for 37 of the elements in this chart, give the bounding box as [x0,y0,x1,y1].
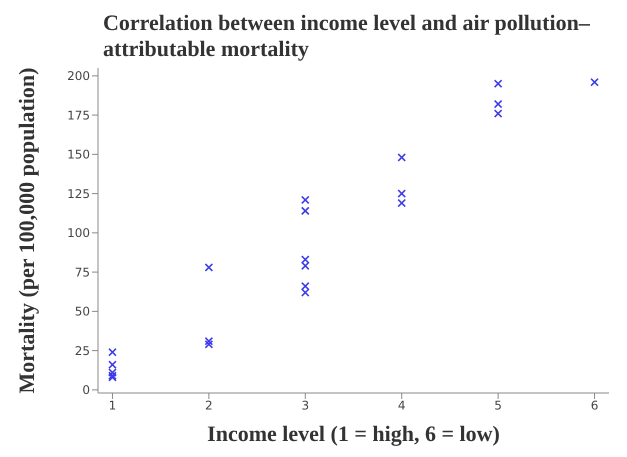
point [300,255,310,264]
y-tick-label: 0 [82,383,90,398]
x-tick-label: 3 [301,398,310,413]
point [397,189,406,198]
point [300,196,310,204]
y-tick-label: 125 [67,186,90,201]
y-tick-label: 100 [67,226,90,240]
point [108,348,117,356]
point [108,360,117,370]
chart-title: Correlation between income level and air pollution–attributable mortality [103,10,591,62]
y-tick-label: 175 [67,108,90,122]
point [590,78,599,86]
x-tick-label: 6 [590,398,598,413]
y-tick-label: 75 [74,265,90,280]
point [108,368,117,377]
y-axis-title: Mortality (per 100,000 population) [14,68,39,394]
y-tick-label: 200 [67,69,90,84]
x-tick-label: 5 [494,398,502,413]
point [204,336,214,346]
point [300,206,310,216]
point [108,371,117,380]
y-tick-label: 150 [67,148,90,162]
point [397,153,406,162]
point [494,109,502,118]
point [204,340,214,349]
x-tick-label: 2 [205,398,213,413]
y-tick-label: 25 [74,344,90,358]
y-tick-label: 50 [74,304,90,319]
point [300,288,310,297]
x-axis-title: Income level (1 = high, 6 = low) [207,421,500,446]
point [300,262,310,270]
x-tick-label: 4 [398,398,406,413]
point [204,263,214,272]
point [494,100,502,108]
point [494,79,502,88]
x-tick-label: 1 [108,398,116,413]
point [397,198,406,208]
